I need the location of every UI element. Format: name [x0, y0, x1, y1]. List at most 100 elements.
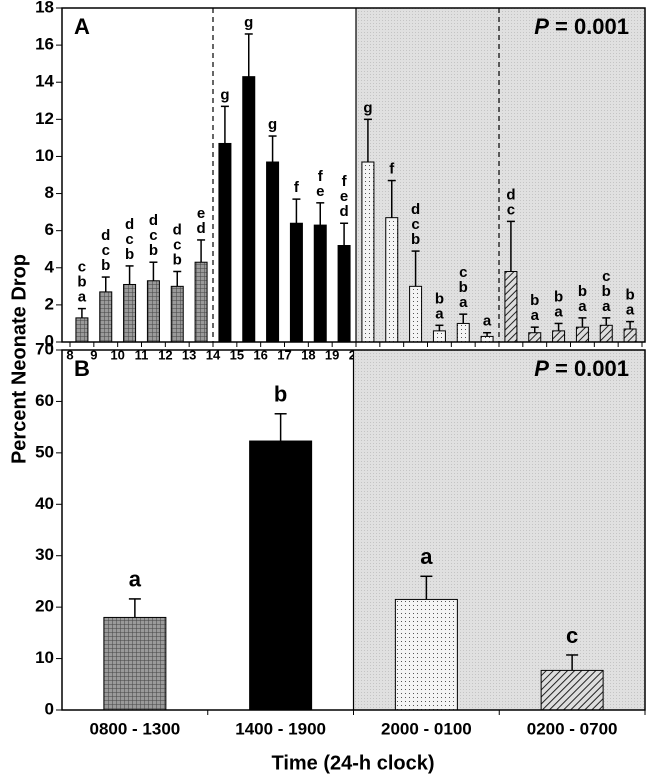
y-tick-label: 0 [45, 331, 54, 350]
significance-letter: d [173, 221, 182, 238]
x-tick-label: 1400 - 1900 [235, 719, 326, 738]
y-tick-label: 60 [35, 391, 54, 410]
x-tick-label: 9 [90, 347, 97, 362]
panel-label: A [74, 14, 90, 39]
significance-letter: g [220, 86, 229, 103]
bar [313, 224, 327, 343]
y-tick-label: 10 [35, 648, 54, 667]
p-text: = 0.001 [555, 356, 629, 381]
significance-letter: b [625, 287, 634, 304]
significance-letter: b [554, 288, 563, 305]
y-tick-label: 12 [35, 109, 54, 128]
significance-letter: b [77, 274, 86, 291]
significance-letter: c [459, 264, 467, 281]
significance-letter: e [316, 183, 324, 200]
significance-letter: b [578, 283, 587, 300]
significance-letter: d [125, 216, 134, 233]
significance-letter: b [173, 251, 182, 268]
significance-letter: g [363, 99, 372, 116]
x-tick-label: 17 [277, 347, 291, 362]
bar [242, 76, 256, 343]
y-tick-label: 18 [35, 0, 54, 16]
x-tick-label: 16 [253, 347, 267, 362]
bar [123, 283, 137, 343]
y-tick-label: 10 [35, 146, 54, 165]
p-text: = 0.001 [555, 14, 629, 39]
y-tick-label: 14 [35, 72, 54, 91]
y-tick-label: 40 [35, 494, 54, 513]
significance-letter: f [318, 168, 324, 185]
significance-letter: b [435, 290, 444, 307]
bar [194, 261, 208, 343]
significance-letter: c [411, 216, 419, 233]
x-tick-label: 12 [158, 347, 172, 362]
y-tick-label: 50 [35, 442, 54, 461]
significance-letter: f [342, 173, 348, 190]
significance-letter: d [339, 203, 348, 220]
significance-letter: b [602, 283, 611, 300]
x-tick-label: 0800 - 1300 [90, 719, 181, 738]
p-value: P = 0.001 [534, 356, 629, 381]
bar [75, 317, 89, 343]
bar [432, 330, 446, 343]
x-tick-label: 19 [325, 347, 339, 362]
bar [599, 324, 613, 343]
bar [218, 142, 232, 343]
bar [528, 332, 542, 343]
significance-letter: a [554, 303, 563, 320]
significance-letter: b [274, 382, 287, 407]
bar [540, 669, 604, 711]
bar [504, 270, 518, 343]
significance-letter: g [244, 14, 253, 31]
y-tick-label: 16 [35, 35, 54, 54]
significance-letter: c [173, 236, 181, 253]
y-tick-label: 2 [45, 294, 54, 313]
significance-letter: b [530, 292, 539, 309]
bar [289, 222, 303, 343]
plot-frame [61, 349, 646, 711]
bar [361, 161, 375, 343]
y-tick-label: 4 [45, 257, 55, 276]
significance-letter: c [102, 242, 110, 259]
x-tick-label: 11 [135, 347, 149, 362]
significance-letter: a [602, 298, 611, 315]
significance-letter: a [459, 294, 468, 311]
bar [552, 330, 566, 343]
bar [409, 285, 423, 343]
significance-letter: b [101, 257, 110, 274]
x-tick-label: 14 [206, 347, 221, 362]
bar [249, 440, 313, 711]
significance-letter: d [196, 220, 205, 237]
significance-letter: d [149, 212, 158, 229]
significance-letter: d [506, 186, 515, 203]
significance-letter: g [268, 116, 277, 133]
bar [337, 245, 351, 343]
y-tick-label: 6 [45, 220, 54, 239]
significance-letter: c [149, 227, 157, 244]
significance-letter: c [566, 623, 578, 648]
significance-letter: c [507, 201, 515, 218]
night-shade [356, 8, 645, 342]
p-symbol: P [534, 14, 549, 39]
y-axis-label: Percent Neonate Drop [8, 254, 30, 464]
bar [385, 217, 399, 343]
p-value: P = 0.001 [534, 14, 629, 39]
p-symbol: P [534, 356, 549, 381]
x-tick-label: 8 [66, 347, 73, 362]
significance-letter: b [125, 246, 134, 263]
bar [103, 616, 167, 711]
bar [146, 280, 160, 343]
x-tick-label: 10 [110, 347, 124, 362]
bar [170, 285, 184, 343]
significance-letter: d [101, 227, 110, 244]
significance-letter: a [483, 313, 492, 330]
significance-letter: a [578, 298, 587, 315]
significance-letter: b [149, 242, 158, 259]
bar [99, 291, 113, 343]
y-tick-label: 8 [45, 183, 54, 202]
significance-letter: e [340, 188, 348, 205]
significance-letter: b [411, 231, 420, 248]
x-tick-label: 18 [301, 347, 315, 362]
x-tick-label: 0200 - 0700 [527, 719, 618, 738]
